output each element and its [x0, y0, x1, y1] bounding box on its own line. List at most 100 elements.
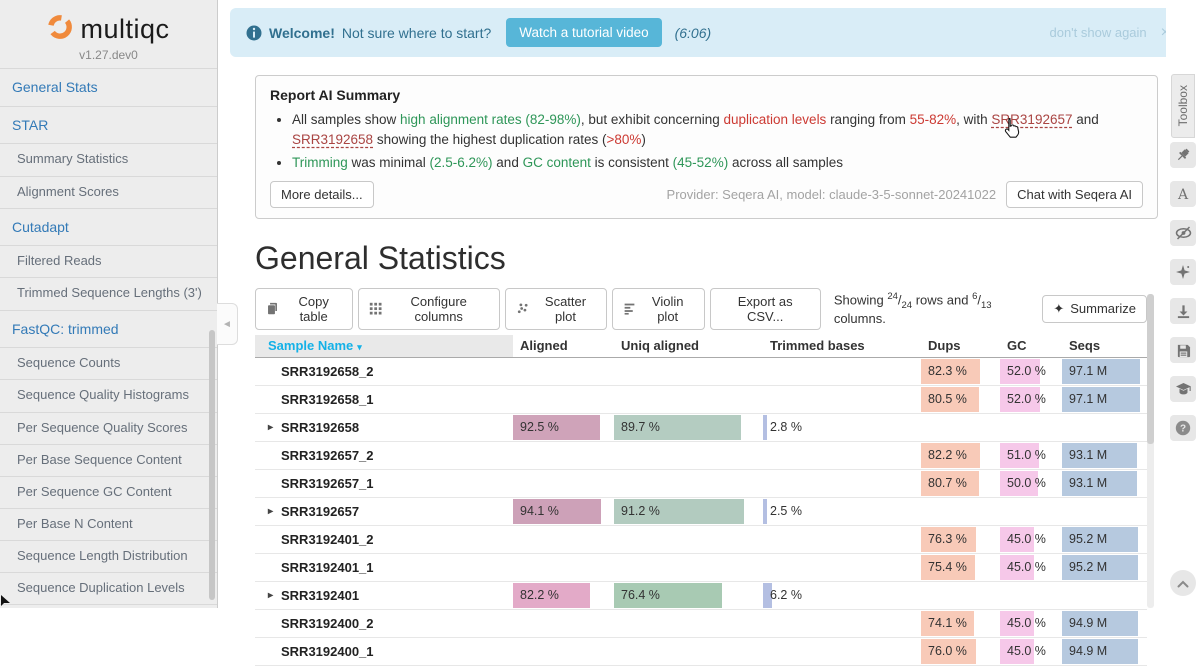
cell-seqs: 94.9 M	[1062, 610, 1147, 637]
ai-text-segment: and	[1072, 112, 1099, 127]
table-row: ▸ SRR3192657 94.1 % 91.2 % 2.5 %	[255, 498, 1147, 526]
column-header-gc[interactable]: GC	[1007, 338, 1027, 354]
cell-gc: 45.0 %	[1000, 526, 1062, 553]
sample-name-cell[interactable]: SRR3192657_1	[281, 475, 374, 491]
scroll-to-top-button[interactable]	[1170, 570, 1196, 596]
sidebar-item-per-sequence-gc-content[interactable]: Per Sequence GC Content	[0, 475, 217, 508]
cell-gc	[1000, 582, 1062, 609]
letter-a-icon: A	[1175, 186, 1191, 202]
sample-link[interactable]: SRR3192658	[292, 131, 374, 147]
expand-row-icon[interactable]: ▸	[268, 589, 274, 601]
sidebar-item-trimmed-sequence-lengths-3-[interactable]: Trimmed Sequence Lengths (3')	[0, 277, 217, 309]
cell-gc: 45.0 %	[1000, 554, 1062, 581]
sample-name-cell[interactable]: ▸ SRR3192401	[255, 582, 513, 609]
sidebar-item-star[interactable]: STAR	[0, 105, 217, 144]
column-header-sample[interactable]: Sample Name ▾	[255, 335, 513, 358]
svg-text:A: A	[1177, 187, 1189, 202]
cell-dups	[921, 582, 1000, 609]
sidebar-scrollbar[interactable]	[209, 330, 215, 600]
sidebar-item-sequence-counts[interactable]: Sequence Counts	[0, 347, 217, 379]
eye-slash-icon	[1175, 225, 1192, 241]
sample-name-cell[interactable]: SRR3192400_2	[281, 615, 374, 631]
sidebar-item-overrepresented-sequences-by-sample[interactable]: Overrepresented sequences by sample	[0, 604, 217, 608]
more-details-button[interactable]: More details...	[270, 180, 374, 208]
sidebar-item-per-sequence-quality-scores[interactable]: Per Sequence Quality Scores	[0, 411, 217, 444]
cell-dups: 76.3 %	[921, 526, 1000, 553]
cell-trimmed	[763, 554, 921, 581]
showing-label: Showing 24/24 rows and 6/13 columns.	[833, 291, 992, 327]
cell-gc: 52.0 %	[1000, 358, 1062, 385]
sidebar-item-general-stats[interactable]: General Stats	[0, 68, 217, 106]
download-button[interactable]	[1170, 298, 1196, 324]
sidebar-item-cutadapt[interactable]: Cutadapt	[0, 207, 217, 246]
sample-name-cell[interactable]: ▸ SRR3192658	[255, 414, 513, 441]
configure-columns-button[interactable]: Configure columns	[358, 287, 501, 330]
sidebar-item-sequence-quality-histograms[interactable]: Sequence Quality Histograms	[0, 379, 217, 411]
cell-dups: 80.7 %	[921, 470, 1000, 497]
cell-seqs: 94.9 M	[1062, 638, 1147, 665]
highlight-pin-button[interactable]	[1170, 142, 1196, 168]
cell-seqs: 95.2 M	[1062, 526, 1147, 553]
ai-text-segment: 55-82%	[909, 112, 957, 127]
cell-uniq	[614, 358, 763, 385]
sample-name-cell[interactable]: SRR3192400_1	[281, 643, 374, 659]
sample-link[interactable]: SRR3192657	[991, 112, 1073, 127]
column-header-trimmed[interactable]: Trimmed bases	[770, 338, 865, 354]
copy-table-button[interactable]: Copy table	[255, 287, 354, 330]
cell-dups: 74.1 %	[921, 610, 1000, 637]
cell-seqs	[1062, 582, 1147, 609]
table-row: ▸ SRR3192658 92.5 % 89.7 % 2.8 %	[255, 414, 1147, 442]
sample-name-cell[interactable]: SRR3192657_2	[281, 447, 374, 463]
scatter-plot-button[interactable]: Scatter plot	[505, 287, 607, 330]
sidebar-item-alignment-scores[interactable]: Alignment Scores	[0, 175, 217, 208]
help-button[interactable]: ?	[1170, 415, 1196, 441]
column-header-uniq[interactable]: Uniq aligned	[621, 338, 699, 354]
cell-seqs: 97.1 M	[1062, 358, 1147, 385]
expand-row-icon[interactable]: ▸	[268, 421, 274, 433]
summarize-button[interactable]: ✦ Summarize	[1042, 294, 1147, 323]
ai-summary-button[interactable]	[1170, 259, 1196, 285]
sidebar-item-fastqc-trimmed[interactable]: FastQC: trimmed	[0, 309, 217, 348]
sample-name-cell[interactable]: SRR3192658_1	[281, 391, 374, 407]
rows-total: 24	[901, 300, 913, 312]
cell-uniq: 89.7 %	[614, 414, 763, 441]
cell-gc: 45.0 %	[1000, 638, 1062, 665]
toolbox-tab[interactable]: Toolbox	[1171, 74, 1195, 138]
sample-name-cell[interactable]: SRR3192401_1	[281, 559, 374, 575]
toolbox-buttons: A?	[1170, 142, 1196, 441]
save-settings-button[interactable]	[1170, 337, 1196, 363]
svg-text:?: ?	[1180, 424, 1186, 435]
multiqc-logo-icon	[47, 14, 73, 45]
chat-seqera-button[interactable]: Chat with Seqera AI	[1006, 180, 1143, 208]
column-header-dups[interactable]: Dups	[928, 338, 961, 354]
expand-row-icon[interactable]: ▸	[268, 505, 274, 517]
table-scrollbar[interactable]	[1147, 294, 1154, 608]
sidebar-item-per-base-n-content[interactable]: Per Base N Content	[0, 508, 217, 540]
export-csv-button[interactable]: Export as CSV...	[709, 287, 821, 330]
graduation-cap-icon	[1175, 382, 1192, 397]
table-toolbar: Copy table Configure columns Scatter plot V…	[255, 287, 1147, 330]
close-icon[interactable]: ×	[1161, 24, 1170, 42]
cols-total: 13	[981, 300, 992, 312]
violin-plot-button[interactable]: Violin plot	[611, 287, 705, 330]
ai-text-segment: duplication levels	[723, 112, 827, 127]
sidebar-item-per-base-sequence-content[interactable]: Per Base Sequence Content	[0, 443, 217, 476]
sidebar-item-sequence-duplication-levels[interactable]: Sequence Duplication Levels	[0, 572, 217, 604]
sidebar-item-summary-statistics[interactable]: Summary Statistics	[0, 143, 217, 175]
dont-show-again-link[interactable]: don't show again	[1049, 25, 1147, 40]
ai-text-segment: , with	[956, 112, 992, 127]
cell-trimmed	[763, 358, 921, 385]
tutorial-button[interactable]	[1170, 376, 1196, 402]
sample-name-cell[interactable]: ▸ SRR3192657	[255, 498, 513, 525]
rename-samples-button[interactable]: A	[1170, 181, 1196, 207]
sample-name-cell[interactable]: SRR3192658_2	[281, 363, 374, 379]
sidebar-item-sequence-length-distribution[interactable]: Sequence Length Distribution	[0, 540, 217, 572]
column-header-aligned[interactable]: Aligned	[520, 338, 568, 354]
sidebar-collapse-handle[interactable]: ◄	[217, 303, 238, 345]
column-header-seqs[interactable]: Seqs	[1069, 338, 1101, 354]
ai-provider-label: Provider: Seqera AI, model: claude-3-5-s…	[666, 186, 997, 202]
watch-tutorial-button[interactable]: Watch a tutorial video	[506, 18, 662, 47]
hide-samples-button[interactable]	[1170, 220, 1196, 246]
sample-name-cell[interactable]: SRR3192401_2	[281, 531, 374, 547]
sidebar-item-filtered-reads[interactable]: Filtered Reads	[0, 245, 217, 277]
